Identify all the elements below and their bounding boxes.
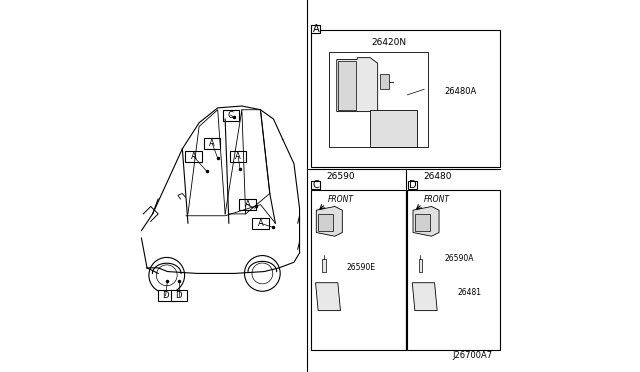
Polygon shape <box>412 283 437 311</box>
Polygon shape <box>318 214 333 231</box>
Text: FRONT: FRONT <box>424 195 450 203</box>
Polygon shape <box>415 214 429 231</box>
Text: 26590A: 26590A <box>445 254 474 263</box>
Text: A: A <box>209 139 215 148</box>
FancyBboxPatch shape <box>408 181 417 189</box>
FancyBboxPatch shape <box>186 151 202 162</box>
FancyBboxPatch shape <box>204 138 220 149</box>
Text: D: D <box>175 291 182 300</box>
Polygon shape <box>316 206 342 236</box>
FancyBboxPatch shape <box>223 110 239 121</box>
Text: FRONT: FRONT <box>328 195 353 203</box>
FancyBboxPatch shape <box>330 52 428 147</box>
Text: C: C <box>312 180 319 190</box>
FancyBboxPatch shape <box>408 190 500 350</box>
FancyBboxPatch shape <box>312 25 321 33</box>
Text: 26590E: 26590E <box>347 263 376 272</box>
FancyBboxPatch shape <box>239 199 255 210</box>
Polygon shape <box>322 259 326 272</box>
FancyBboxPatch shape <box>157 290 173 301</box>
Text: D: D <box>163 291 169 300</box>
Polygon shape <box>380 74 389 89</box>
Polygon shape <box>419 259 422 272</box>
Polygon shape <box>316 283 340 311</box>
Text: 26420N: 26420N <box>371 38 406 47</box>
Text: 26481: 26481 <box>458 288 482 296</box>
Polygon shape <box>338 61 356 110</box>
Text: A: A <box>312 24 319 34</box>
Polygon shape <box>370 110 417 147</box>
Text: D: D <box>409 180 417 190</box>
FancyBboxPatch shape <box>170 290 187 301</box>
FancyBboxPatch shape <box>310 30 500 167</box>
FancyBboxPatch shape <box>312 181 321 189</box>
Text: 26480A: 26480A <box>445 87 477 96</box>
Polygon shape <box>413 206 439 236</box>
FancyBboxPatch shape <box>230 151 246 162</box>
Polygon shape <box>337 58 378 112</box>
FancyBboxPatch shape <box>310 190 406 350</box>
Text: J26700A7: J26700A7 <box>453 351 493 360</box>
Text: A: A <box>244 200 250 209</box>
Text: A: A <box>258 219 263 228</box>
FancyBboxPatch shape <box>252 218 269 229</box>
Text: C: C <box>228 111 234 120</box>
Text: 26480: 26480 <box>423 172 451 181</box>
Text: A: A <box>191 152 196 161</box>
Text: A: A <box>236 152 241 161</box>
Text: 26590: 26590 <box>326 172 355 181</box>
